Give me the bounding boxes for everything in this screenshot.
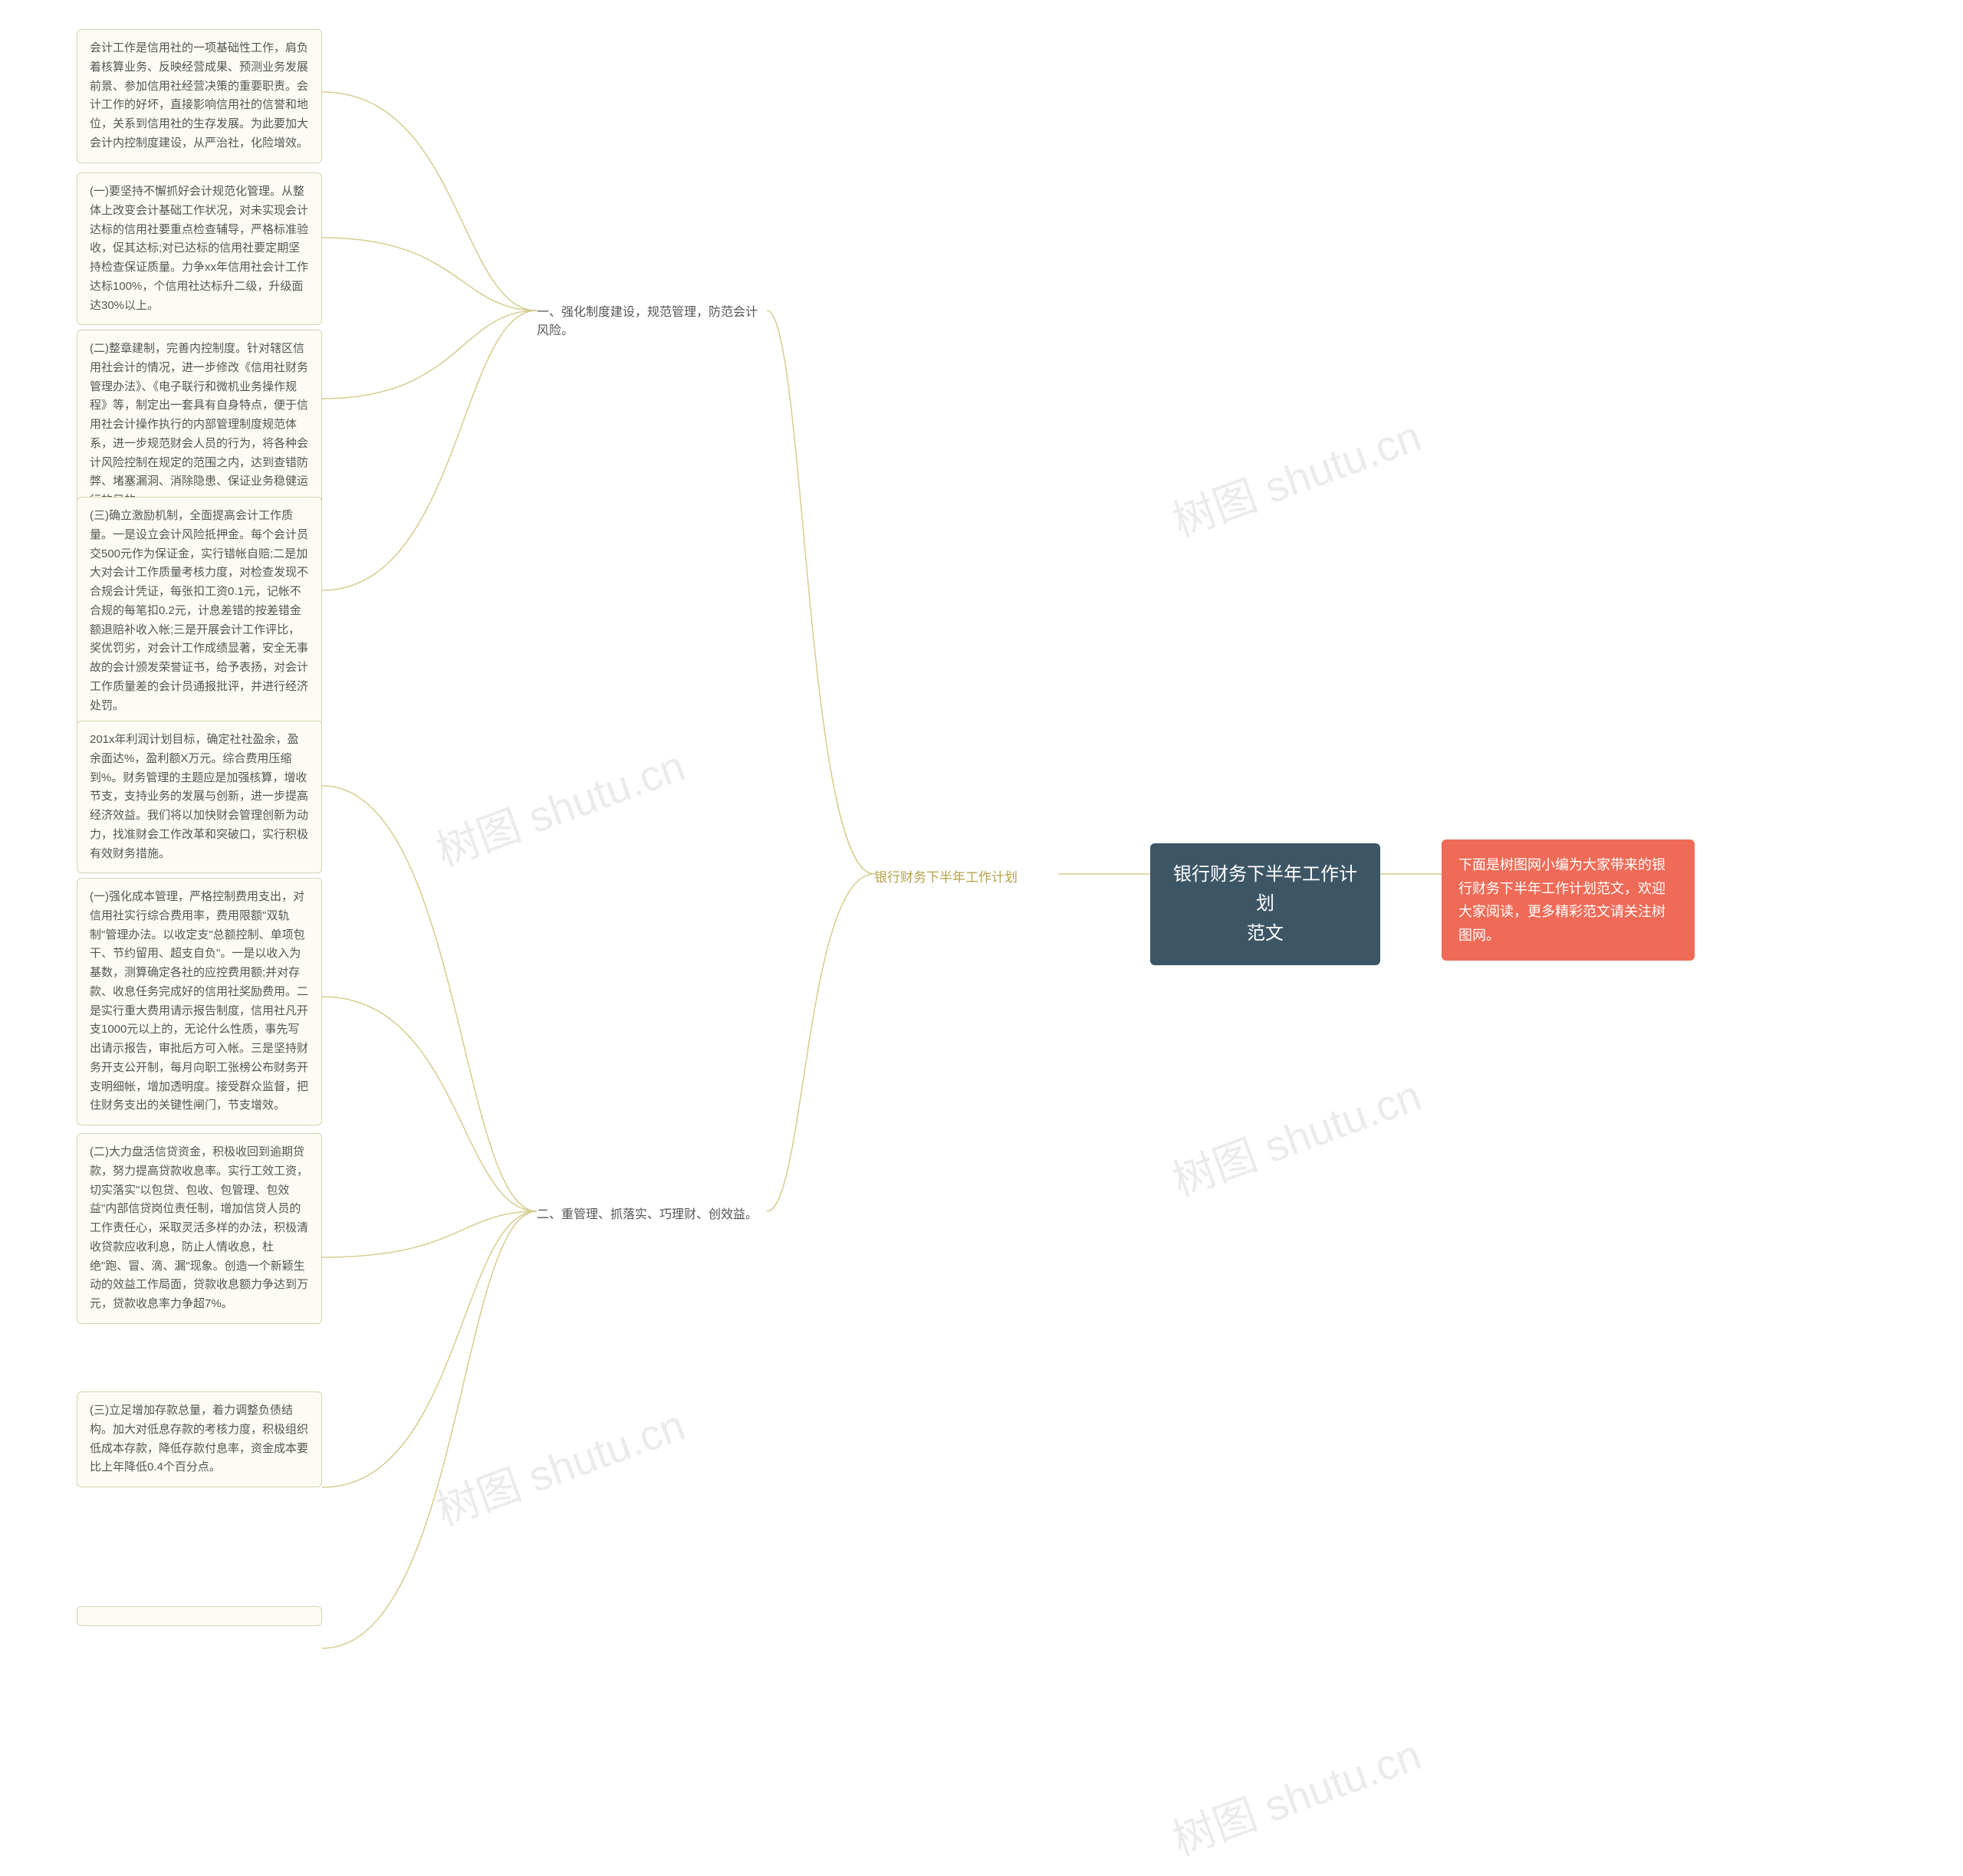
- leaf-1-2[interactable]: (一)要坚持不懈抓好会计规范化管理。从整体上改变会计基础工作状况，对未实现会计达…: [77, 172, 322, 325]
- mid-label[interactable]: 银行财务下半年工作计划: [874, 866, 1018, 885]
- watermark: 树图 shutu.cn: [1162, 1061, 1429, 1208]
- leaf-2-3[interactable]: (二)大力盘活信贷资金，积极收回到逾期贷款，努力提高贷款收息率。实行工效工资，切…: [77, 1133, 322, 1324]
- leaf-2-1[interactable]: 201x年利润计划目标，确定社社盈余，盈余面达%，盈利额X万元。综合费用压缩到%…: [77, 721, 322, 873]
- leaf-1-1[interactable]: 会计工作是信用社的一项基础性工作，肩负着核算业务、反映经营成果、预测业务发展前景…: [77, 29, 322, 163]
- watermark: 树图 shutu.cn: [426, 1391, 692, 1538]
- leaf-2-4[interactable]: (三)立足增加存款总量，着力调整负债结构。加大对低息存款的考核力度，积极组织低成…: [77, 1391, 322, 1487]
- leaf-2-5[interactable]: [77, 1606, 322, 1626]
- leaf-1-3[interactable]: (二)整章建制，完善内控制度。针对辖区信用社会计的情况，进一步修改《信用社财务管…: [77, 330, 322, 521]
- intro-node[interactable]: 下面是树图网小编为大家带来的银行财务下半年工作计划范文，欢迎大家阅读，更多精彩范…: [1442, 839, 1695, 961]
- mindmap-canvas: 树图 shutu.cn 树图 shutu.cn 树图 shutu.cn 树图 s…: [0, 0, 1963, 1876]
- section-2-label[interactable]: 二、重管理、抓落实、巧理财、创效益。: [537, 1204, 758, 1222]
- leaf-1-4[interactable]: (三)确立激励机制，全面提高会计工作质量。一是设立会计风险抵押金。每个会计员交5…: [77, 497, 322, 725]
- watermark: 树图 shutu.cn: [1162, 402, 1429, 549]
- root-title-line1: 银行财务下半年工作计划: [1173, 860, 1357, 919]
- leaf-2-2[interactable]: (一)强化成本管理，严格控制费用支出，对信用社实行综合费用率，费用限额"双轨制"…: [77, 878, 322, 1125]
- root-node[interactable]: 银行财务下半年工作计划 范文: [1150, 843, 1380, 965]
- watermark: 树图 shutu.cn: [1162, 1720, 1429, 1868]
- root-title-line2: 范文: [1173, 919, 1357, 948]
- watermark: 树图 shutu.cn: [426, 731, 692, 879]
- section-1-label[interactable]: 一、强化制度建设，规范管理，防范会计风险。: [537, 301, 767, 338]
